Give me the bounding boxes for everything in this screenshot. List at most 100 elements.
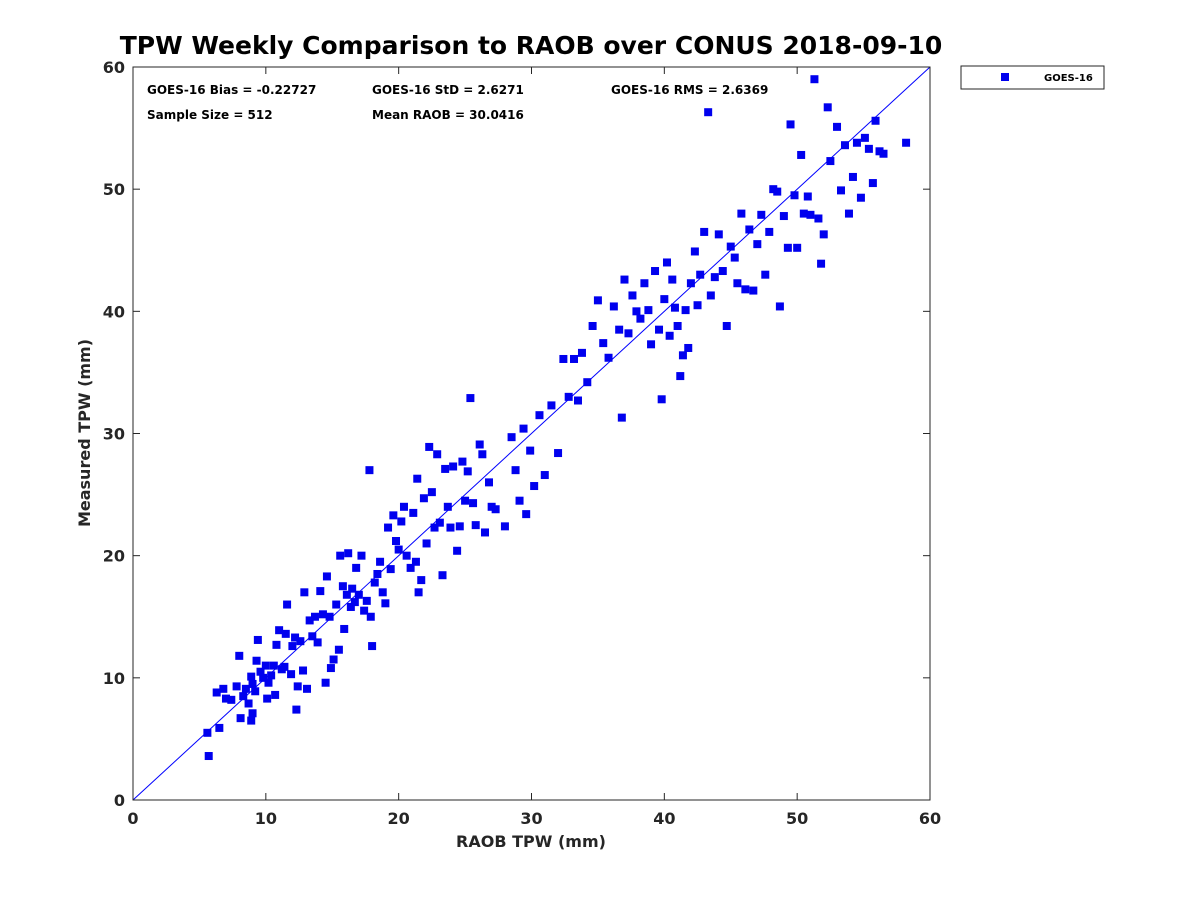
y-tick-label: 0 <box>114 791 125 810</box>
data-point <box>636 314 645 323</box>
data-point <box>761 270 770 279</box>
data-point <box>221 694 230 703</box>
data-point <box>248 709 257 718</box>
data-point <box>357 551 366 560</box>
data-point <box>797 150 806 159</box>
data-point <box>670 303 679 312</box>
data-point <box>419 494 428 503</box>
x-tick-label: 20 <box>388 809 410 828</box>
data-point <box>318 610 327 619</box>
data-point <box>700 227 709 236</box>
data-point <box>272 640 281 649</box>
data-point <box>281 629 290 638</box>
annotation-sample-size: Sample Size = 512 <box>147 108 273 122</box>
data-point <box>547 401 556 410</box>
data-point <box>775 302 784 311</box>
data-point <box>463 467 472 476</box>
data-point <box>292 705 301 714</box>
data-point <box>609 302 618 311</box>
data-point <box>588 321 597 330</box>
data-point <box>236 714 245 723</box>
data-point <box>733 279 742 288</box>
data-point <box>624 329 633 338</box>
data-point <box>519 424 528 433</box>
data-point <box>710 273 719 282</box>
data-point <box>241 684 250 693</box>
data-point <box>365 466 374 475</box>
data-point <box>354 590 363 599</box>
data-point <box>342 590 351 599</box>
data-point <box>500 522 509 531</box>
y-tick-label: 50 <box>103 180 125 199</box>
data-point <box>310 612 319 621</box>
chart-title: TPW Weekly Comparison to RAOB over CONUS… <box>120 31 943 60</box>
data-point <box>511 466 520 475</box>
data-point <box>321 678 330 687</box>
data-point <box>803 192 812 201</box>
legend-marker-goes16 <box>1001 73 1009 81</box>
data-point <box>402 551 411 560</box>
data-point <box>577 348 586 357</box>
data-point <box>783 243 792 252</box>
data-point <box>632 307 641 316</box>
data-point <box>837 186 846 195</box>
data-point <box>232 682 241 691</box>
data-point <box>678 351 687 360</box>
data-point <box>686 279 695 288</box>
data-point <box>570 354 579 363</box>
data-point <box>251 687 260 696</box>
data-point <box>599 339 608 348</box>
data-point <box>269 661 278 670</box>
data-point <box>248 679 257 688</box>
data-point <box>362 596 371 605</box>
data-point <box>681 306 690 315</box>
data-point <box>617 413 626 422</box>
data-point <box>484 478 493 487</box>
data-point <box>261 661 270 670</box>
stats-annotations: GOES-16 Bias = -0.22727 GOES-16 StD = 2.… <box>147 83 768 122</box>
data-point <box>368 642 377 651</box>
data-point <box>417 576 426 585</box>
data-point <box>741 285 750 294</box>
data-point <box>583 378 592 387</box>
data-point <box>620 275 629 284</box>
data-points <box>203 75 911 761</box>
data-point <box>443 502 452 511</box>
data-point <box>833 122 842 131</box>
data-point <box>507 433 516 442</box>
data-point <box>902 138 911 147</box>
data-point <box>799 209 808 218</box>
y-tick-label: 40 <box>103 302 125 321</box>
data-point <box>308 632 317 641</box>
data-point <box>530 482 539 491</box>
data-point <box>453 546 462 555</box>
data-point <box>344 549 353 558</box>
data-point <box>554 449 563 458</box>
data-point <box>651 267 660 276</box>
data-point <box>303 684 312 693</box>
data-point <box>366 612 375 621</box>
x-tick-label: 30 <box>520 809 542 828</box>
data-point <box>267 671 276 680</box>
data-point <box>466 394 475 403</box>
data-point <box>252 656 261 665</box>
data-point <box>655 325 664 334</box>
data-point <box>441 464 450 473</box>
data-point <box>615 325 624 334</box>
data-point <box>471 521 480 530</box>
data-point <box>481 528 490 537</box>
data-point <box>275 626 284 635</box>
y-tick-label: 60 <box>103 58 125 77</box>
data-point <box>422 539 431 548</box>
data-point <box>433 450 442 459</box>
data-point <box>346 602 355 611</box>
data-point <box>665 331 674 340</box>
data-point <box>690 247 699 256</box>
x-tick-label: 0 <box>127 809 138 828</box>
data-point <box>406 563 415 572</box>
data-point <box>227 695 236 704</box>
data-point <box>644 306 653 315</box>
data-point <box>793 243 802 252</box>
data-point <box>334 645 343 654</box>
